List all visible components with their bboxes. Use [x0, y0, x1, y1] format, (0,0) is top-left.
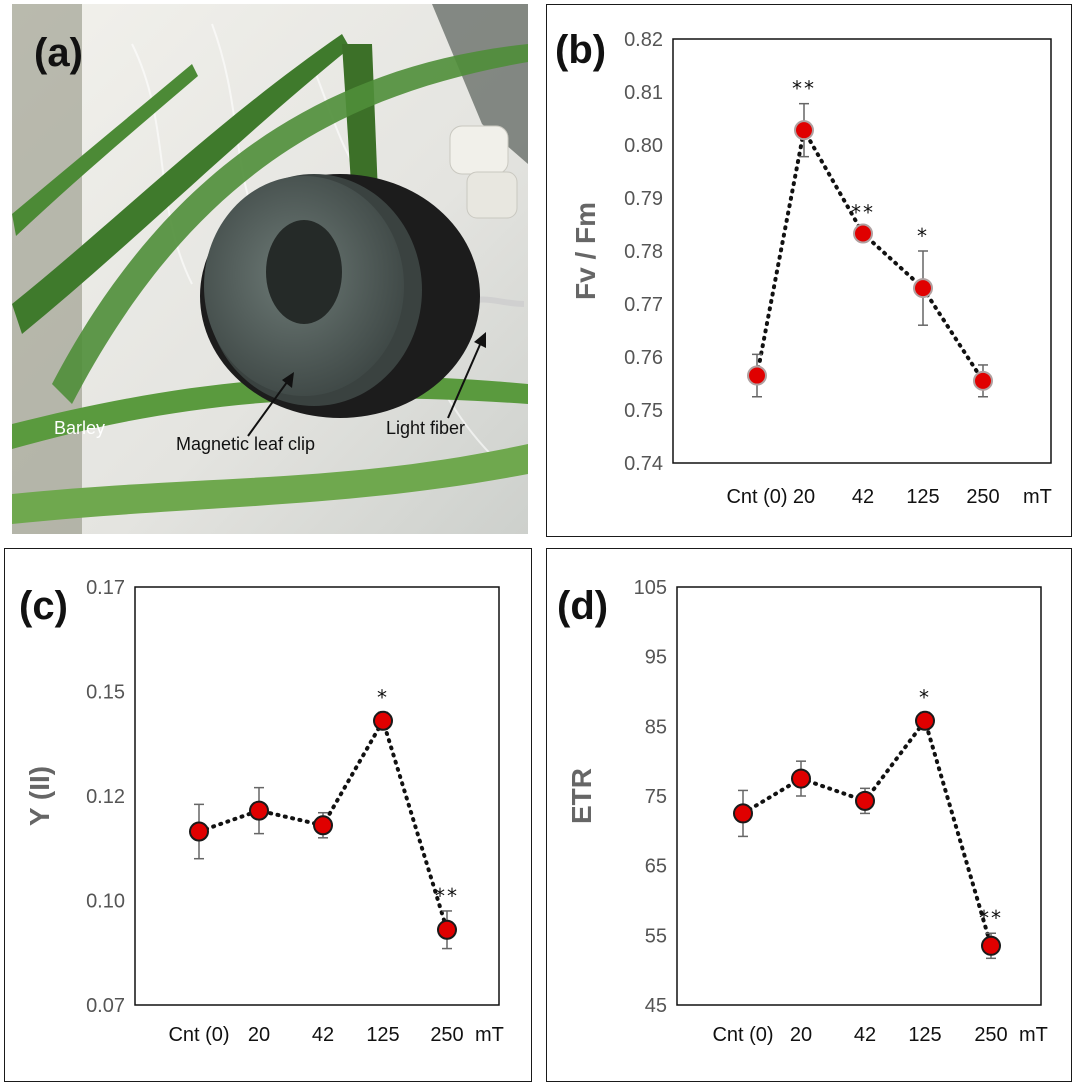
- y-tick-label: 0.15: [86, 682, 125, 704]
- y-tick-label: 0.74: [624, 453, 663, 475]
- data-point: [437, 919, 457, 940]
- panel-b-fvfm-chart: 0.74 0.75 0.76 0.77 0.78 0.79 0.80 0.81 0.82 Fv /…: [546, 4, 1072, 537]
- y-tick-label: 0.81: [624, 82, 663, 104]
- x-category-label: 20: [790, 1024, 812, 1046]
- y-tick-label: 0.82: [624, 29, 663, 51]
- magnetic-leaf-clip: [200, 174, 480, 418]
- data-point: [855, 790, 875, 811]
- series-line: [741, 716, 993, 948]
- x-category-label: Cnt (0): [168, 1024, 229, 1046]
- data-point: [249, 800, 269, 821]
- data-point: [853, 223, 873, 244]
- data-point: [915, 710, 935, 731]
- y-tick-label: 0.07: [86, 995, 125, 1017]
- x-unit-label: mT: [1019, 1024, 1048, 1046]
- significance-marker: **: [435, 884, 459, 908]
- x-category-label: 250: [966, 486, 999, 508]
- panel-a-photo: Barley Magnetic leaf clip Light fiber (a…: [12, 4, 528, 534]
- plot-area-frame: [134, 586, 500, 1006]
- y-tick-label: 105: [634, 577, 667, 599]
- y-tick-label: 55: [645, 925, 667, 947]
- panel-a-label: (a): [34, 31, 83, 75]
- y-tick-label: 0.17: [86, 577, 125, 599]
- annotation-arrows: [247, 332, 486, 437]
- plot-area-frame: [672, 38, 1052, 464]
- y-tick-label: 0.10: [86, 891, 125, 913]
- panel-label: (d): [557, 584, 608, 628]
- y-axis-label: Y (II): [24, 766, 55, 826]
- barley-label: Barley: [54, 418, 105, 438]
- x-category-label: 250: [430, 1024, 463, 1046]
- x-category-label: 250: [974, 1024, 1007, 1046]
- y-tick-label: 0.80: [624, 135, 663, 157]
- significance-marker: **: [979, 906, 1003, 930]
- significance-marker: *: [377, 685, 389, 709]
- y-tick-label: 95: [645, 647, 667, 669]
- data-point: [313, 815, 333, 836]
- x-category-label: 20: [248, 1024, 270, 1046]
- significance-marker: **: [851, 201, 875, 225]
- data-point: [913, 278, 933, 299]
- x-category-label: Cnt (0): [726, 486, 787, 508]
- panel-label: (c): [19, 584, 68, 628]
- y-tick-label: 0.75: [624, 400, 663, 422]
- x-unit-label: mT: [1023, 486, 1052, 508]
- leaf-blades: [12, 34, 528, 524]
- panel-d-etr-chart: 45 55 65 75 85 95 105 ETR Cnt (0) 20 42 125 250 mT (d)…: [546, 548, 1072, 1082]
- x-category-label: 20: [793, 486, 815, 508]
- y-tick-label: 0.77: [624, 294, 663, 316]
- x-category-label: 42: [852, 486, 874, 508]
- fvfm-chart: 0.74 0.75 0.76 0.77 0.78 0.79 0.80 0.81 0.82 Fv /…: [555, 28, 1052, 508]
- x-category-label: 125: [366, 1024, 399, 1046]
- y-tick-label: 0.76: [624, 347, 663, 369]
- x-unit-label: mT: [475, 1024, 504, 1046]
- y-tick-label: 45: [645, 995, 667, 1017]
- y-axis-label: Fv / Fm: [570, 202, 601, 300]
- y-tick-label: 75: [645, 786, 667, 808]
- x-category-label: 125: [906, 486, 939, 508]
- panel-label: (b): [555, 28, 606, 72]
- data-point: [794, 120, 814, 141]
- significance-marker: *: [917, 224, 929, 248]
- magnetic-leaf-clip-label: Magnetic leaf clip: [176, 434, 315, 454]
- y-axis-label: ETR: [566, 768, 597, 824]
- significance-marker: *: [919, 685, 931, 709]
- data-point: [189, 821, 209, 842]
- panel-c-yii-chart: 0.07 0.10 0.12 0.15 0.17 Y (II) Cnt (0) 20 42 125…: [4, 548, 532, 1082]
- etr-chart: 45 55 65 75 85 95 105 ETR Cnt (0) 20 42 125 250 mT (d)…: [557, 577, 1048, 1046]
- x-category-label: 42: [312, 1024, 334, 1046]
- x-category-label: Cnt (0): [712, 1024, 773, 1046]
- y-tick-label: 0.12: [86, 786, 125, 808]
- barley-leaf-clip-photo: Barley Magnetic leaf clip Light fiber (a…: [12, 4, 528, 534]
- y-tick-label: 0.78: [624, 241, 663, 263]
- plot-area-frame: [676, 586, 1042, 1006]
- x-category-label: 42: [854, 1024, 876, 1046]
- data-point: [373, 710, 393, 731]
- x-category-label: 125: [908, 1024, 941, 1046]
- data-point: [747, 365, 767, 386]
- background-corner: [432, 4, 528, 164]
- significance-marker: **: [792, 77, 816, 101]
- data-point: [791, 768, 811, 789]
- series-line: [755, 124, 985, 383]
- data-point: [973, 370, 993, 391]
- y-tick-label: 65: [645, 856, 667, 878]
- yii-chart: 0.07 0.10 0.12 0.15 0.17 Y (II) Cnt (0) 20 42 125…: [19, 577, 504, 1046]
- y-tick-label: 85: [645, 716, 667, 738]
- y-tick-label: 0.79: [624, 188, 663, 210]
- data-point: [733, 803, 753, 824]
- light-fiber-label: Light fiber: [386, 418, 465, 438]
- data-point: [981, 935, 1001, 956]
